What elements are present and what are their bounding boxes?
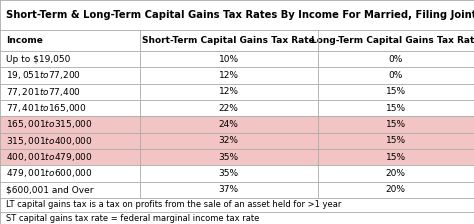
Text: 24%: 24% bbox=[219, 120, 238, 129]
Text: Up to $19,050: Up to $19,050 bbox=[6, 54, 70, 64]
Text: $19,051 to $77,200: $19,051 to $77,200 bbox=[6, 69, 81, 81]
Bar bbox=[0, 165, 474, 182]
Text: 32%: 32% bbox=[219, 136, 239, 145]
Text: 12%: 12% bbox=[219, 71, 239, 80]
Text: 0%: 0% bbox=[389, 54, 403, 64]
Text: ST capital gains tax rate = federal marginal income tax rate: ST capital gains tax rate = federal marg… bbox=[6, 214, 259, 223]
Text: Short-Term & Long-Term Capital Gains Tax Rates By Income For Married, Filing Joi: Short-Term & Long-Term Capital Gains Tax… bbox=[6, 10, 474, 20]
Text: $400,001 to $479,000: $400,001 to $479,000 bbox=[6, 151, 92, 163]
Text: Long-Term Capital Gains Tax Rate: Long-Term Capital Gains Tax Rate bbox=[311, 36, 474, 45]
Text: 15%: 15% bbox=[386, 120, 406, 129]
Bar bbox=[0, 182, 474, 198]
Text: 35%: 35% bbox=[219, 169, 239, 178]
Text: LT capital gains tax is a tax on profits from the sale of an asset held for >1 y: LT capital gains tax is a tax on profits… bbox=[6, 200, 341, 209]
Bar bbox=[0, 149, 474, 165]
Text: 37%: 37% bbox=[219, 185, 239, 194]
Text: 15%: 15% bbox=[386, 136, 406, 145]
Text: $77,401 to $165,000: $77,401 to $165,000 bbox=[6, 102, 86, 114]
Text: 20%: 20% bbox=[386, 185, 406, 194]
Text: Income: Income bbox=[6, 36, 43, 45]
Text: Short-Term Capital Gains Tax Rate: Short-Term Capital Gains Tax Rate bbox=[142, 36, 315, 45]
Text: 15%: 15% bbox=[386, 87, 406, 96]
Text: 35%: 35% bbox=[219, 153, 239, 162]
Text: 12%: 12% bbox=[219, 87, 239, 96]
Bar bbox=[0, 0, 474, 30]
Text: $479,001 to $600,000: $479,001 to $600,000 bbox=[6, 168, 92, 179]
Bar bbox=[0, 30, 474, 51]
Bar bbox=[0, 84, 474, 100]
Text: $315,001 to $400,000: $315,001 to $400,000 bbox=[6, 135, 92, 147]
Text: 15%: 15% bbox=[386, 153, 406, 162]
Bar bbox=[0, 133, 474, 149]
Bar bbox=[0, 212, 474, 224]
Text: 20%: 20% bbox=[386, 169, 406, 178]
Bar bbox=[0, 198, 474, 212]
Text: $165,001 to $315,000: $165,001 to $315,000 bbox=[6, 118, 92, 130]
Text: $77,201 to $77,400: $77,201 to $77,400 bbox=[6, 86, 81, 98]
Bar bbox=[0, 67, 474, 84]
Text: 15%: 15% bbox=[386, 103, 406, 113]
Bar bbox=[0, 51, 474, 67]
Bar bbox=[0, 100, 474, 116]
Text: 22%: 22% bbox=[219, 103, 238, 113]
Bar bbox=[0, 116, 474, 133]
Text: 10%: 10% bbox=[219, 54, 239, 64]
Text: $600,001 and Over: $600,001 and Over bbox=[6, 185, 93, 194]
Text: 0%: 0% bbox=[389, 71, 403, 80]
